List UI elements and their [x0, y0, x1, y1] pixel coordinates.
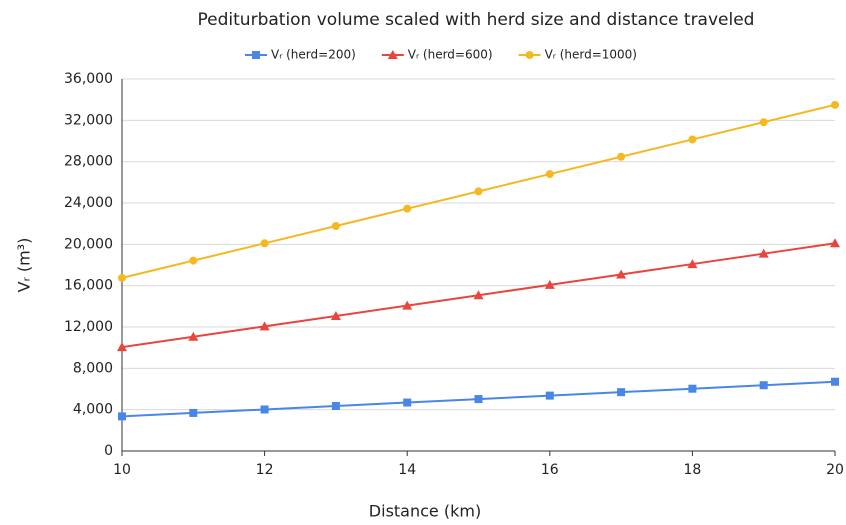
marker [545, 170, 554, 179]
y-tick-label: 8,000 [73, 360, 113, 376]
chart-title: Pediturbation volume scaled with herd si… [198, 10, 755, 30]
marker [117, 342, 127, 352]
legend-label: Vᵣ (herd=1000) [545, 48, 637, 62]
marker [473, 290, 484, 300]
marker [331, 221, 340, 230]
marker [118, 273, 126, 282]
marker [830, 238, 840, 248]
marker [687, 259, 698, 269]
y-tick-label: 12,000 [64, 319, 113, 335]
x-axis-label: Distance (km) [369, 502, 481, 521]
y-tick-label: 36,000 [64, 71, 113, 87]
marker [616, 269, 627, 279]
marker [544, 279, 555, 289]
marker [525, 51, 534, 59]
marker [831, 377, 839, 386]
y-tick-label: 32,000 [64, 112, 113, 128]
y-tick-label: 28,000 [64, 154, 113, 170]
marker [189, 408, 198, 417]
legend: Vᵣ (herd=200) Vᵣ (herd=600) Vᵣ (herd=1000) [245, 48, 637, 62]
x-tick-label: 10 [113, 462, 131, 478]
x-tick-label: 14 [398, 462, 416, 478]
x-tick-label: 20 [826, 462, 844, 478]
marker [617, 388, 626, 397]
marker [759, 381, 768, 390]
marker [758, 248, 769, 258]
marker [252, 51, 260, 59]
marker [118, 412, 126, 421]
y-tick-label: 0 [104, 443, 113, 459]
marker [688, 384, 697, 393]
marker [403, 204, 412, 213]
x-tick-label: 12 [256, 462, 274, 478]
marker [387, 50, 398, 59]
marker [331, 401, 340, 410]
y-tick-label: 24,000 [64, 195, 113, 211]
marker [403, 398, 412, 407]
marker [617, 152, 626, 161]
marker [474, 395, 483, 404]
marker [831, 100, 839, 109]
marker [189, 256, 198, 265]
legend-label: Vᵣ (herd=600) [408, 48, 493, 62]
marker [330, 310, 341, 320]
marker [259, 321, 270, 331]
legend-label: Vᵣ (herd=200) [271, 48, 356, 62]
x-tick-label: 18 [683, 462, 701, 478]
y-axis-label: Vᵣ (m³) [15, 238, 34, 293]
y-tick-label: 16,000 [64, 278, 113, 294]
x-tick-label: 16 [541, 462, 559, 478]
y-tick-label: 4,000 [73, 402, 113, 418]
marker [474, 187, 483, 196]
marker [402, 300, 413, 310]
marker [260, 405, 269, 414]
y-tick-label: 20,000 [64, 236, 113, 252]
marker [188, 331, 199, 341]
marker [759, 118, 768, 127]
marker [260, 239, 269, 248]
marker [688, 135, 697, 144]
marker [545, 391, 554, 400]
